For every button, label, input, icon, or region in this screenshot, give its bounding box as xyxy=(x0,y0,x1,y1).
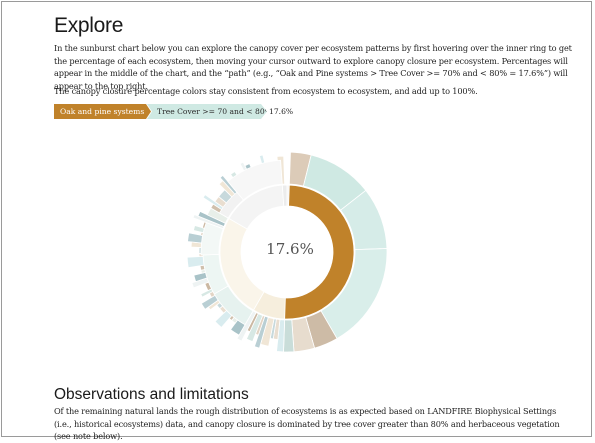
intro-paragraph: In the sunburst chart below you can expl… xyxy=(54,43,572,91)
outer-ring-segment[interactable] xyxy=(200,222,224,256)
observations-paragraph: Of the remaining natural lands the rough… xyxy=(54,406,560,442)
breadcrumb-tree-cover: Tree Cover >= 70 and < 80% xyxy=(147,104,267,119)
outer-ring-segment[interactable] xyxy=(283,319,295,353)
oak-pine-inner-segment[interactable] xyxy=(284,184,355,320)
explore-heading: Explore xyxy=(54,14,124,37)
breadcrumb-percentage: 17.6% xyxy=(269,107,294,116)
color-paragraph: The canopy closure percentage colors sta… xyxy=(54,86,478,96)
sunburst-chart[interactable] xyxy=(160,130,420,380)
breadcrumb-ecosystem: Oak and pine systems xyxy=(54,104,151,119)
outer-ring-segment[interactable] xyxy=(218,191,244,219)
outer-ring-segment[interactable] xyxy=(227,159,283,201)
observations-heading: Observations and limitations xyxy=(54,386,249,403)
center-percentage: 17.6% xyxy=(266,240,314,258)
page-frame xyxy=(1,1,592,437)
inner-ring-segment[interactable] xyxy=(281,184,288,207)
